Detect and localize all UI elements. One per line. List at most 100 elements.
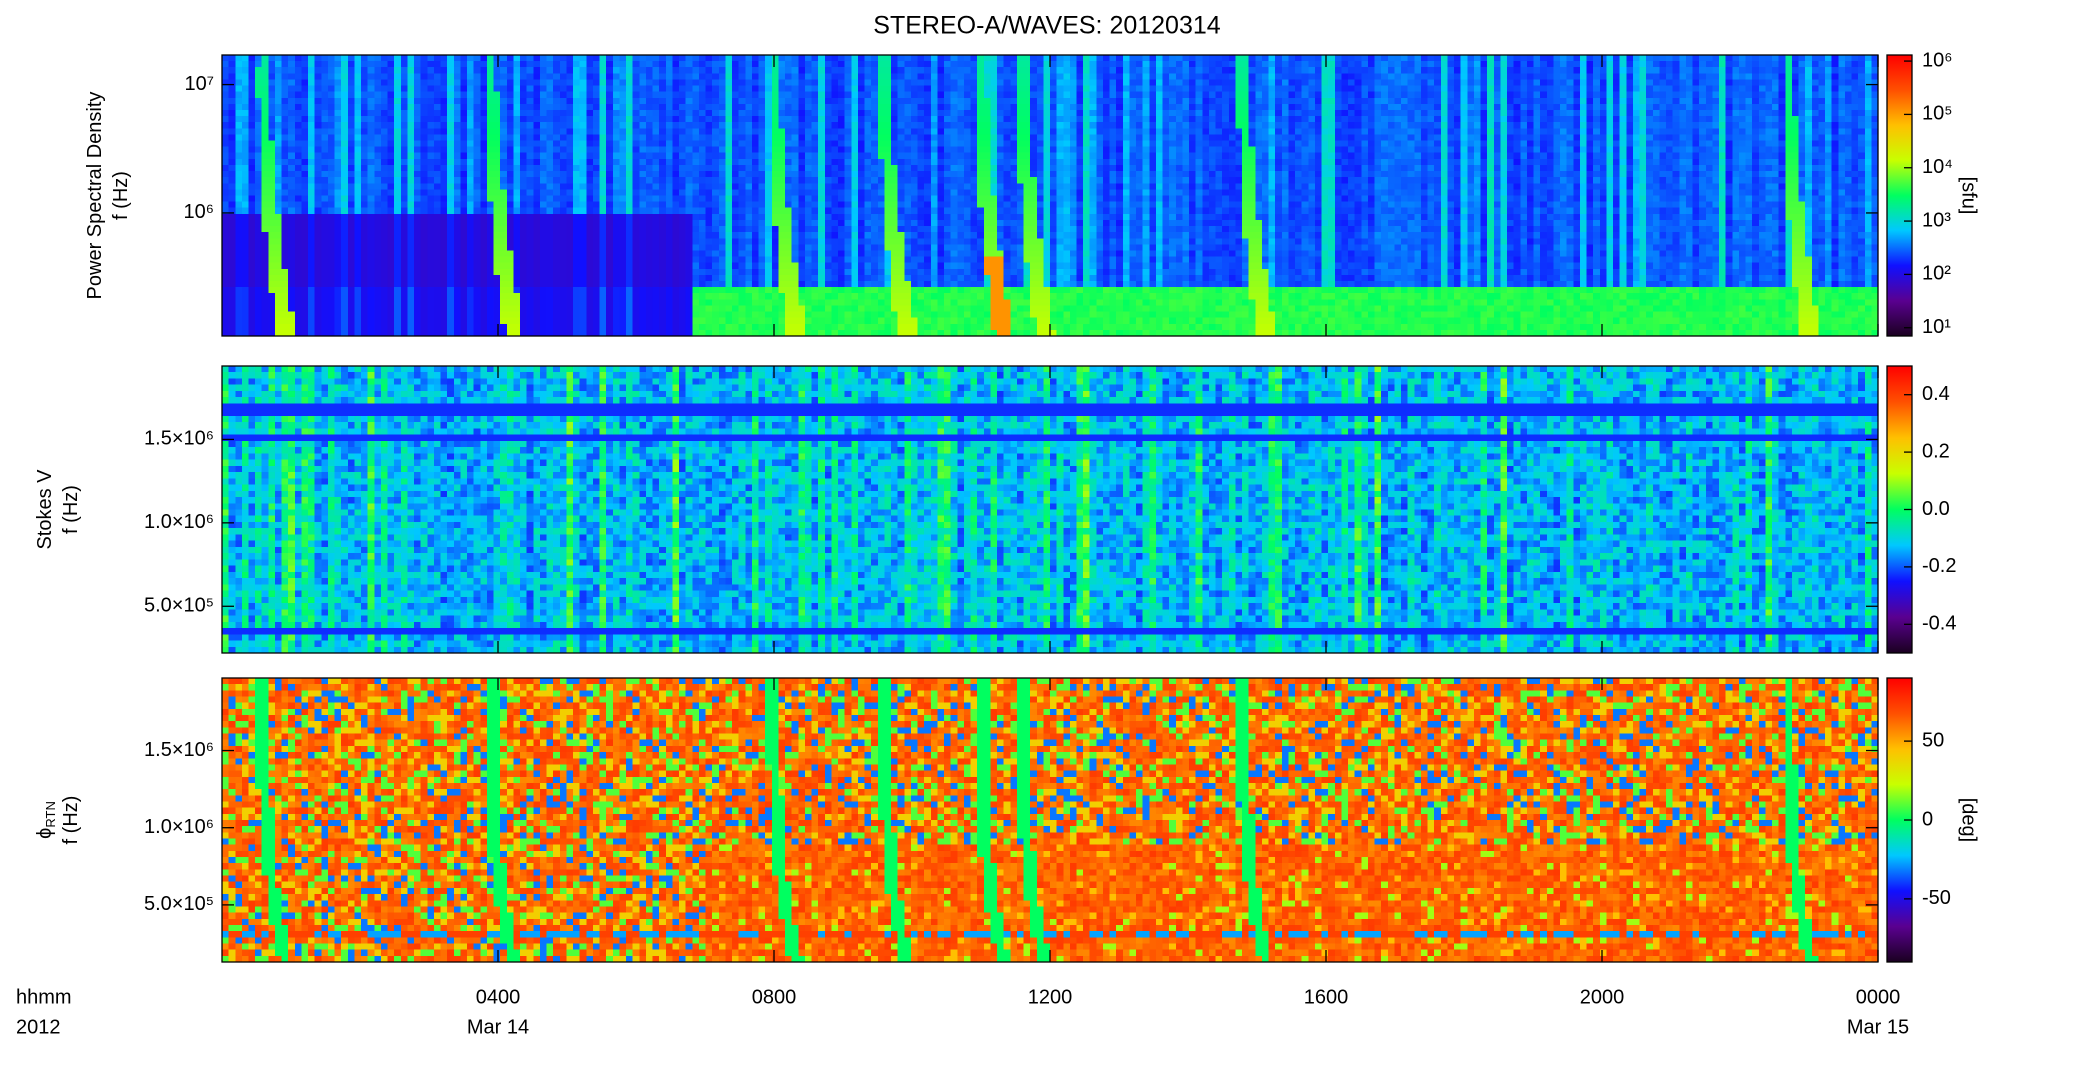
spectrogram-cell bbox=[580, 287, 587, 294]
spectrogram-cell bbox=[467, 232, 474, 239]
spectrogram-cell bbox=[672, 110, 679, 117]
spectrogram-cell bbox=[712, 250, 719, 257]
spectrogram-cell bbox=[527, 269, 534, 276]
spectrogram-cell bbox=[666, 263, 673, 270]
spectrogram-cell bbox=[805, 281, 812, 288]
spectrogram-cell bbox=[275, 73, 282, 80]
spectrogram-cell bbox=[441, 116, 448, 123]
spectrogram-cell bbox=[434, 104, 441, 111]
spectrogram-cell bbox=[772, 232, 779, 239]
spectrogram-cell bbox=[858, 116, 865, 123]
spectrogram-cell bbox=[686, 92, 693, 99]
spectrogram-cell bbox=[447, 189, 454, 196]
spectrogram-cell bbox=[712, 318, 719, 325]
spectrogram-cell bbox=[447, 238, 454, 245]
spectrogram-cell bbox=[566, 165, 573, 172]
spectrogram-cell bbox=[454, 165, 461, 172]
spectrogram-cell bbox=[480, 116, 487, 123]
spectrogram-cell bbox=[341, 171, 348, 178]
spectrogram-cell bbox=[759, 299, 766, 306]
spectrogram-cell bbox=[573, 116, 580, 123]
spectrogram-cell bbox=[335, 147, 342, 154]
spectrogram-cell bbox=[805, 104, 812, 111]
spectrogram-cell bbox=[361, 275, 368, 282]
spectrogram-cell bbox=[447, 299, 454, 306]
spectrogram-cell bbox=[255, 281, 262, 288]
spectrogram-cell bbox=[798, 86, 805, 93]
spectrogram-cell bbox=[282, 269, 289, 276]
spectrogram-cell bbox=[818, 141, 825, 148]
spectrogram-cell bbox=[368, 61, 375, 68]
spectrogram-cell bbox=[394, 232, 401, 239]
spectrogram-cell bbox=[414, 55, 421, 62]
spectrogram-cell bbox=[778, 61, 785, 68]
spectrogram-cell bbox=[441, 98, 448, 105]
spectrogram-cell bbox=[249, 189, 256, 196]
spectrogram-cell bbox=[533, 312, 540, 319]
spectrogram-cell bbox=[679, 226, 686, 233]
spectrogram-cell bbox=[672, 128, 679, 135]
spectrogram-cell bbox=[692, 220, 699, 227]
spectrogram-cell bbox=[732, 189, 739, 196]
spectrogram-cell bbox=[540, 238, 547, 245]
spectrogram-cell bbox=[838, 244, 845, 251]
spectrogram-cell bbox=[335, 208, 342, 215]
spectrogram-cell bbox=[600, 208, 607, 215]
spectrogram-cell bbox=[778, 147, 785, 154]
spectrogram-cell bbox=[454, 116, 461, 123]
spectrogram-cell bbox=[772, 287, 779, 294]
spectrogram-cell bbox=[706, 67, 713, 74]
spectrogram-cell bbox=[421, 86, 428, 93]
spectrogram-cell bbox=[765, 177, 772, 184]
spectrogram-cell bbox=[421, 98, 428, 105]
spectrogram-cell bbox=[275, 232, 282, 239]
spectrogram-cell bbox=[494, 92, 501, 99]
spectrogram-cell bbox=[374, 226, 381, 233]
spectrogram-cell bbox=[580, 116, 587, 123]
spectrogram-cell bbox=[725, 61, 732, 68]
spectrogram-cell bbox=[759, 293, 766, 300]
spectrogram-cell bbox=[222, 287, 229, 294]
spectrogram-cell bbox=[262, 92, 269, 99]
spectrogram-cell bbox=[858, 128, 865, 135]
spectrogram-cell bbox=[242, 67, 249, 74]
spectrogram-cell bbox=[580, 305, 587, 312]
spectrogram-cell bbox=[527, 238, 534, 245]
spectrogram-cell bbox=[368, 275, 375, 282]
spectrogram-cell bbox=[301, 214, 308, 221]
spectrogram-cell bbox=[467, 104, 474, 111]
spectrogram-cell bbox=[778, 318, 785, 325]
spectrogram-cell bbox=[275, 147, 282, 154]
spectrogram-cell bbox=[586, 281, 593, 288]
spectrogram-cell bbox=[812, 177, 819, 184]
spectrogram-cell bbox=[739, 141, 746, 148]
spectrogram-cell bbox=[361, 55, 368, 62]
spectrogram-cell bbox=[268, 79, 275, 86]
spectrogram-cell bbox=[249, 153, 256, 160]
spectrogram-cell bbox=[487, 244, 494, 251]
spectrogram-cell bbox=[619, 257, 626, 264]
spectrogram-cell bbox=[315, 189, 322, 196]
spectrogram-cell bbox=[573, 257, 580, 264]
spectrogram-cell bbox=[527, 165, 534, 172]
spectrogram-cell bbox=[765, 293, 772, 300]
spectrogram-cell bbox=[838, 287, 845, 294]
spectrogram-cell bbox=[745, 293, 752, 300]
spectrogram-cell bbox=[421, 281, 428, 288]
spectrogram-cell bbox=[825, 257, 832, 264]
spectrogram-cell bbox=[646, 305, 653, 312]
spectrogram-cell bbox=[686, 202, 693, 209]
spectrogram-cell bbox=[619, 312, 626, 319]
spectrogram-cell bbox=[474, 238, 481, 245]
spectrogram-cell bbox=[606, 159, 613, 166]
spectrogram-cell bbox=[460, 238, 467, 245]
spectrogram-cell bbox=[308, 183, 315, 190]
spectrogram-cell bbox=[348, 141, 355, 148]
spectrogram-cell bbox=[798, 189, 805, 196]
spectrogram-cell bbox=[354, 275, 361, 282]
spectrogram-cell bbox=[441, 208, 448, 215]
spectrogram-cell bbox=[692, 275, 699, 282]
spectrogram-cell bbox=[633, 104, 640, 111]
spectrogram-cell bbox=[593, 165, 600, 172]
spectrogram-cell bbox=[586, 208, 593, 215]
